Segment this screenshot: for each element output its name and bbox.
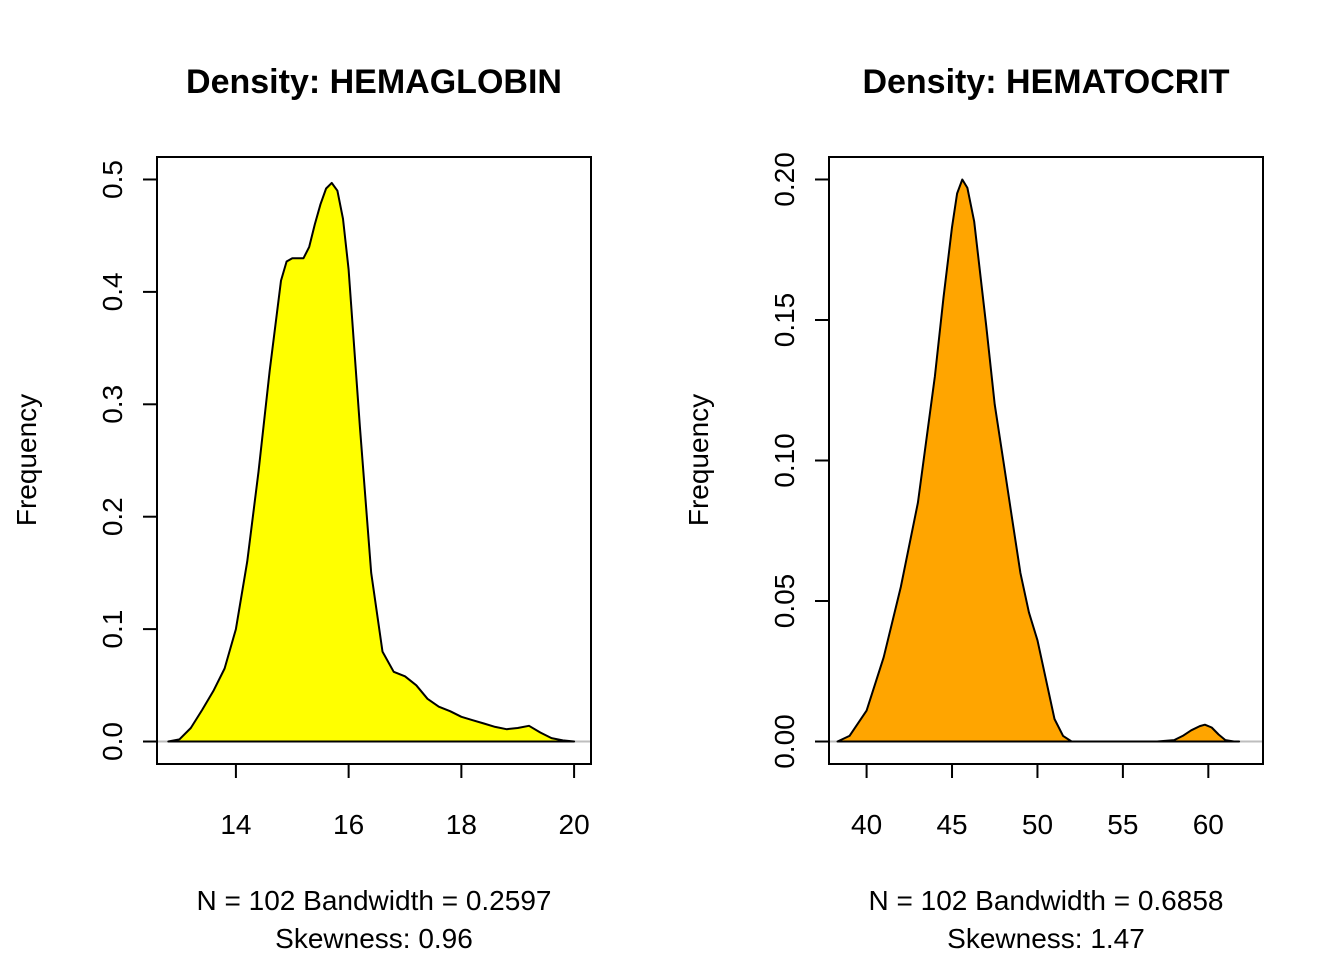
y-tick-label: 0.1 xyxy=(97,610,128,649)
y-tick-label: 0.00 xyxy=(769,714,800,769)
y-axis-label: Frequency xyxy=(683,394,714,526)
x-tick-label: 55 xyxy=(1107,809,1138,840)
chart-title: Density: HEMATOCRIT xyxy=(862,63,1229,101)
chart-title: Density: HEMAGLOBIN xyxy=(186,63,562,101)
x-tick-label: 60 xyxy=(1193,809,1224,840)
n-bandwidth-label: N = 102 Bandwidth = 0.6858 xyxy=(869,885,1224,916)
y-tick-label: 0.4 xyxy=(97,272,128,311)
density-area xyxy=(836,178,1241,743)
x-tick-label: 50 xyxy=(1022,809,1053,840)
x-tick-label: 14 xyxy=(220,809,251,840)
y-tick-label: 0.20 xyxy=(769,152,800,207)
y-tick-label: 0.0 xyxy=(97,722,128,761)
x-tick-label: 45 xyxy=(936,809,967,840)
x-tick-label: 40 xyxy=(851,809,882,840)
y-tick-label: 0.3 xyxy=(97,385,128,424)
skewness-label: Skewness: 0.96 xyxy=(275,923,473,954)
x-tick-label: 20 xyxy=(559,809,590,840)
x-tick-label: 16 xyxy=(333,809,364,840)
x-tick-label: 18 xyxy=(446,809,477,840)
plot-area: 14 16 18 20 0.0 0.1 0.2 0.3 0.4 0.5 xyxy=(97,156,592,840)
y-tick-label: 0.10 xyxy=(769,433,800,488)
panel-hematocrit: Density: HEMATOCRIT 40 45 50 55 60 0.00 0.05 0.… xyxy=(683,63,1264,954)
y-tick-label: 0.05 xyxy=(769,574,800,629)
y-tick-label: 0.5 xyxy=(97,160,128,199)
n-bandwidth-label: N = 102 Bandwidth = 0.2597 xyxy=(197,885,552,916)
plot-area: 40 45 50 55 60 0.00 0.05 0.10 0.15 0.20 xyxy=(769,152,1264,840)
y-tick-label: 0.15 xyxy=(769,293,800,348)
y-tick-label: 0.2 xyxy=(97,497,128,536)
y-axis-label: Frequency xyxy=(11,394,42,526)
plot-frame xyxy=(156,156,592,765)
skewness-label: Skewness: 1.47 xyxy=(947,923,1145,954)
panel-hemaglobin: Density: HEMAGLOBIN 14 16 18 20 0.0 0.1 0.2 0.3… xyxy=(11,63,592,954)
density-area xyxy=(167,181,576,743)
